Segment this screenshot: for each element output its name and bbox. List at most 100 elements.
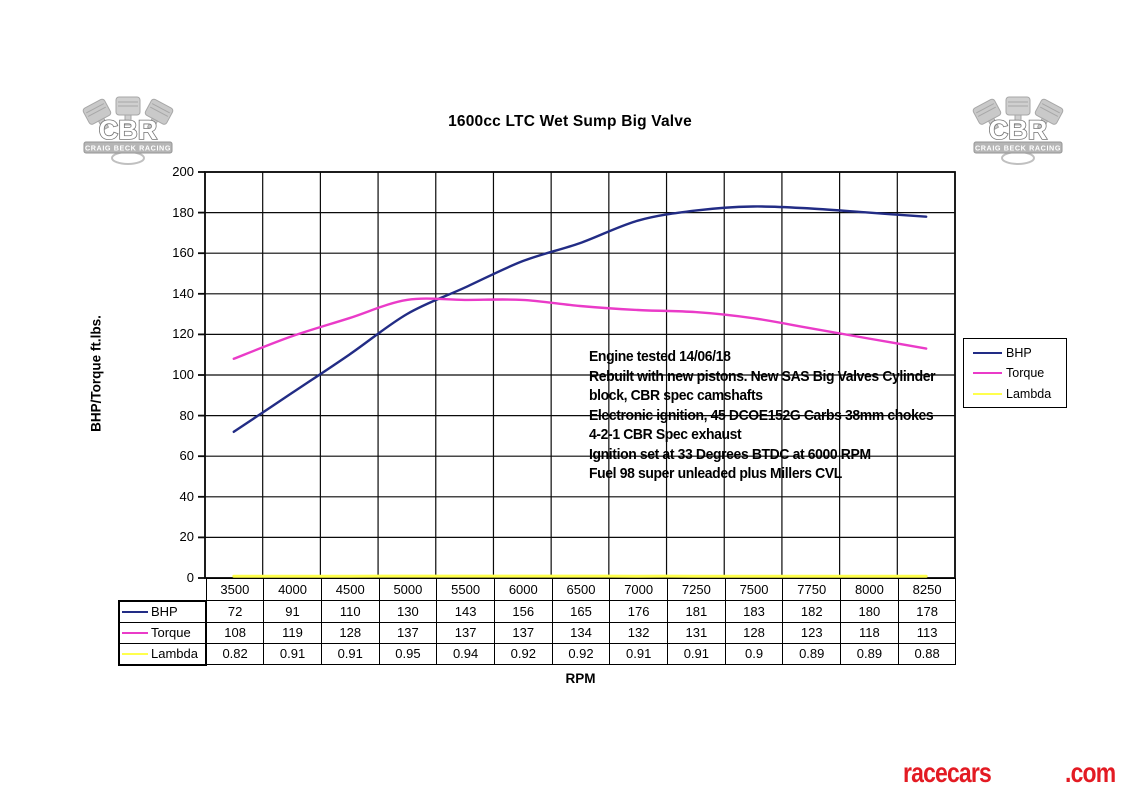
table-cell: 0.91 [320,642,380,665]
logo-text: CBR [99,115,158,145]
brand-right-text: .com [1064,757,1116,788]
logo-subtext: CRAIG BECK RACING [85,144,171,153]
rpm-header-cell: 7250 [667,578,726,601]
table-cell: 0.92 [493,642,553,665]
table-corner-cell [119,579,206,601]
bhp-legend-swatch-icon [973,351,1002,354]
rpm-header-cell: 5000 [378,578,438,601]
table-cell: 128 [724,621,784,644]
table-cell: 113 [897,621,957,644]
series-name: BHP [151,604,178,619]
legend-label: Torque [1006,366,1045,380]
y-tick-label: 60 [179,448,194,464]
lambda-legend-swatch-icon [973,392,1002,395]
annotation-line: Fuel 98 super unleaded plus Millers CVL [589,465,842,482]
annotation-line: Electronic ignition, 45 DCOE152G Carbs 3… [589,406,934,424]
table-cell: 123 [782,621,842,644]
rpm-header-cell: 7750 [782,578,842,601]
torque-line [232,297,928,360]
legend-item-bhp: BHP [973,346,1066,360]
logo-text: CBR [989,115,1048,145]
y-tick-label: 140 [172,285,194,301]
table-cell: 137 [436,621,495,644]
rpm-header-cell: 7000 [609,578,668,601]
annotation-line: Rebuilt with new pistons. New SAS Big Va… [589,367,936,385]
table-cell: 0.91 [609,642,668,665]
y-tick-label: 120 [172,326,194,342]
pistons-icon [82,96,174,131]
chart-legend: BHP Torque Lambda [963,338,1067,408]
table-row-torque: Torque 108 119 128 137 137 137 134 132 131 128 123 1… [118,621,957,644]
y-tick-label: 40 [179,488,194,504]
legend-label: BHP [1006,345,1032,360]
rpm-header-cell: 4000 [263,578,322,601]
rpm-header-cell: 7500 [724,578,784,601]
table-cell: 143 [436,600,495,623]
series-name: Torque [151,625,191,640]
table-cell: 108 [205,621,265,644]
table-cell: 118 [840,621,899,644]
table-cell: 0.95 [378,642,438,665]
row-label-lambda: Lambda [118,642,207,666]
page-title: 1600cc LTC Wet Sump Big Valve [448,113,692,130]
table-cell: 134 [551,621,611,644]
rpm-header-cell: 3500 [205,578,265,601]
table-cell: 0.9 [724,642,784,665]
annotation-line: Engine tested 14/06/18 [589,348,731,365]
table-cell: 0.89 [840,642,899,665]
torque-legend-swatch-icon [973,372,1002,374]
rpm-header-cell: 8250 [897,578,957,601]
y-tick-label: 20 [179,529,194,545]
logo-ring-icon [1001,151,1035,165]
table-cell: 0.89 [782,642,842,665]
annotation-line: block, CBR spec camshafts [589,387,763,404]
table-cell: 128 [320,621,380,644]
table-cell: 137 [378,621,438,644]
logo-ring-icon [111,151,145,165]
logo-subtext: CRAIG BECK RACING [975,144,1061,153]
table-cell: 0.88 [897,642,957,665]
row-label-bhp: BHP [118,599,207,623]
lambda-swatch-icon [122,652,148,655]
x-axis-title: RPM [565,671,596,686]
rpm-header-cell: 4500 [320,578,380,601]
annotation-line: Ignition set at 33 Degrees BTDC at 6000 … [589,445,871,463]
cbr-logo-right: CBR CRAIG BECK RACING [972,96,1064,165]
legend-item-lambda: Lambda [973,387,1066,401]
table-cell: 176 [609,600,668,623]
bhp-line [232,205,928,433]
table-cell: 0.91 [263,642,322,665]
table-row-bhp: BHP 72 91 110 130 143 156 165 176 181 183 182 180 178 [118,599,957,623]
brand-left-text: racecars [903,757,992,788]
legend-item-torque: Torque [973,366,1066,380]
rpm-header-cell: 8000 [840,578,899,601]
series-name: Lambda [151,646,198,661]
rpm-header-cell: 6000 [493,578,553,601]
rpm-header-cell: 6500 [551,578,611,601]
table-cell: 182 [782,600,842,623]
row-label-torque: Torque [118,621,207,644]
table-cell: 0.92 [551,642,611,665]
table-cell: 181 [667,600,726,623]
table-cell: 180 [840,600,899,623]
table-cell: 110 [320,600,380,623]
y-tick-label: 80 [179,407,194,423]
engine-notes-annotation: Engine tested 14/06/18 Rebuilt with new p… [589,347,961,484]
annotation-line: 4-2-1 CBR Spec exhaust [589,426,742,443]
table-cell: 137 [493,621,553,644]
table-cell: 0.91 [667,642,726,665]
y-tick-label: 180 [172,204,194,220]
y-tick-label: 100 [172,367,194,382]
table-cell: 165 [551,600,611,623]
table-cell: 131 [667,621,726,644]
table-cell: 91 [263,600,322,623]
rpm-header-cell: 5500 [436,578,495,601]
table-cell: 72 [205,600,265,623]
table-cell: 183 [724,600,784,623]
y-axis-title: BHP/Torque ft.lbs. [88,315,104,432]
table-cell: 132 [609,621,668,644]
pistons-icon [972,96,1064,131]
dyno-data-table: 3500 4000 4500 5000 5500 6000 6500 7000 7250 7500… [118,578,957,666]
table-cell: 156 [493,600,553,623]
table-cell: 0.82 [205,642,265,665]
